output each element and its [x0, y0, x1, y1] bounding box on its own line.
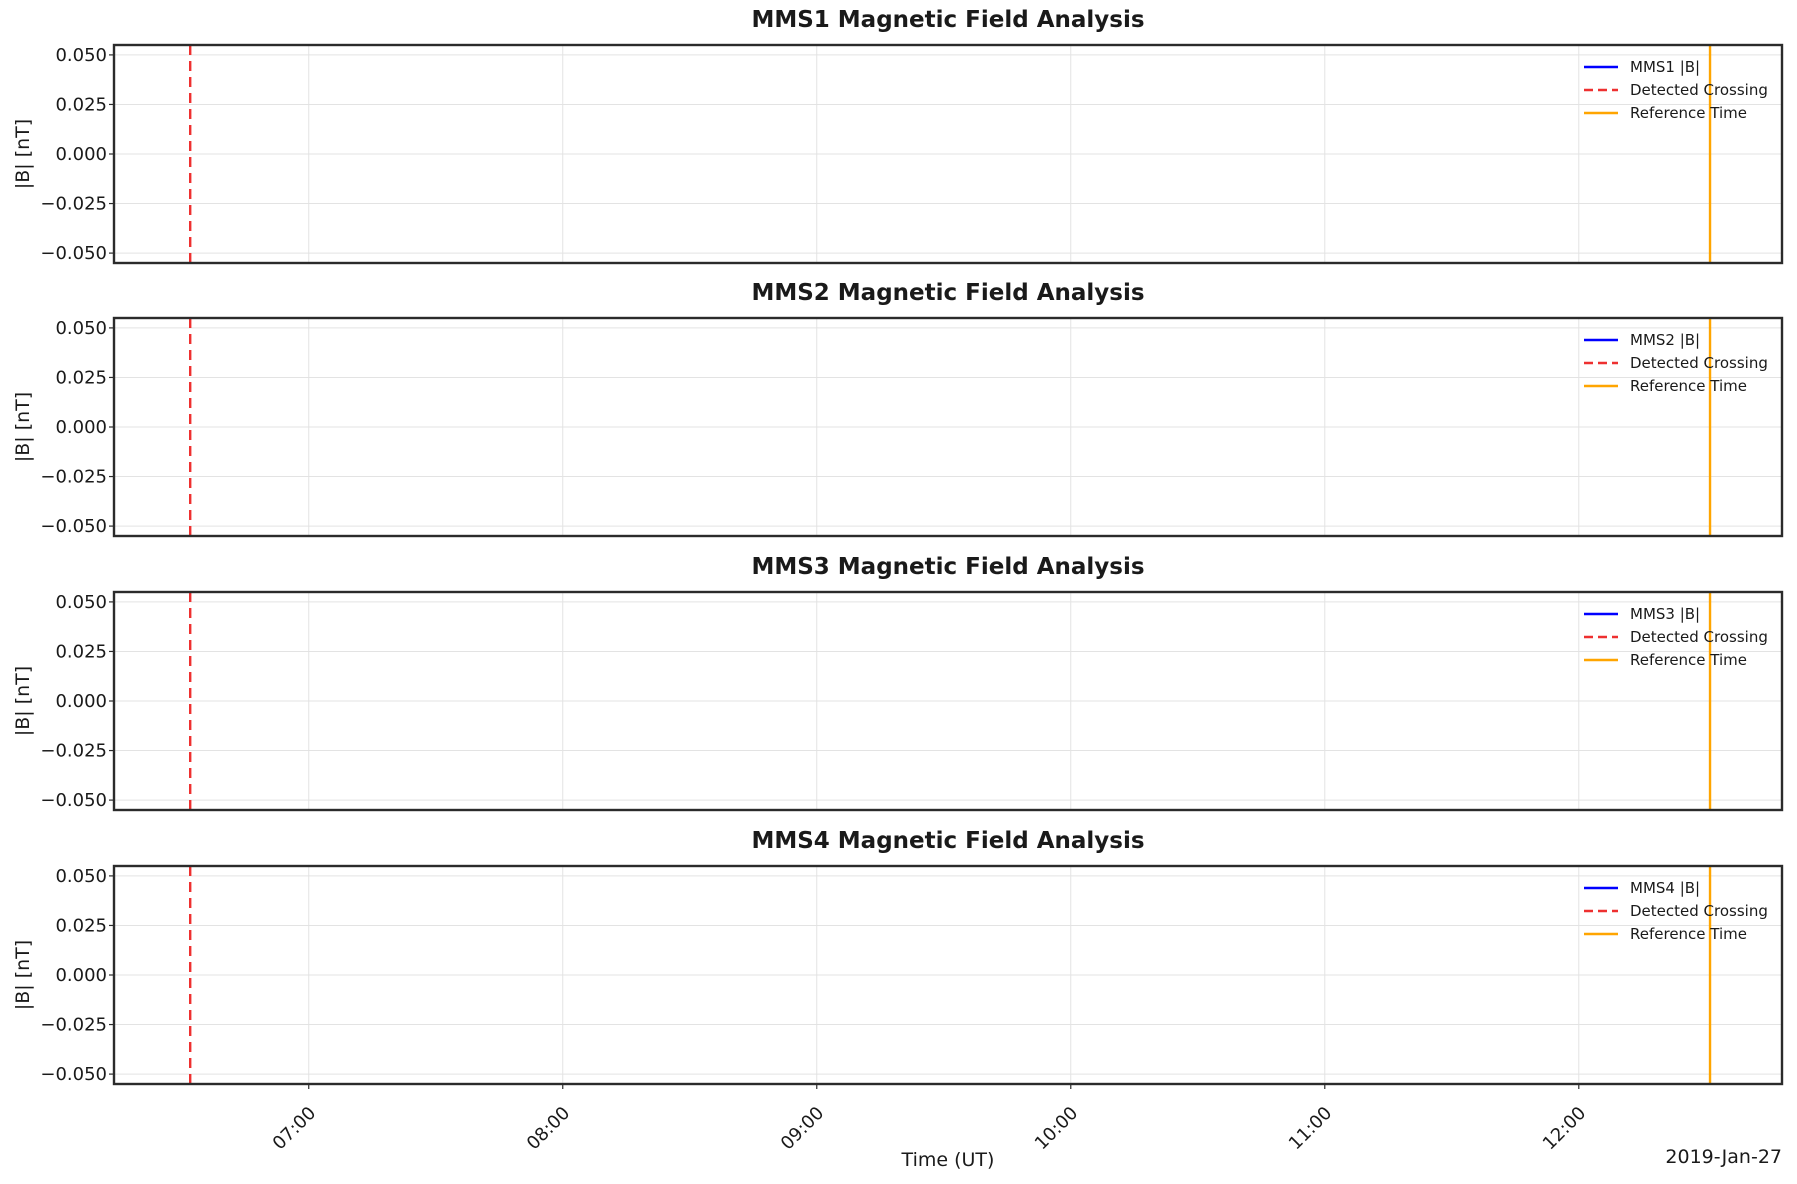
- legend-label: Reference Time: [1630, 377, 1747, 395]
- y-tick-label: −0.025: [40, 1015, 107, 1036]
- y-tick-label: 0.025: [55, 641, 107, 662]
- y-tick-label: 0.050: [55, 592, 107, 613]
- axes-frame: [112, 316, 1784, 538]
- panel-title: MMS1 Magnetic Field Analysis: [751, 7, 1144, 33]
- y-tick-label: 0.000: [55, 417, 107, 438]
- y-tick-label: −0.025: [40, 467, 107, 488]
- x-tick-label: 07:00: [269, 1103, 321, 1155]
- y-axis-label: |B| [nT]: [12, 119, 34, 189]
- y-tick-label: 0.025: [55, 94, 107, 115]
- y-tick-label: 0.050: [55, 45, 107, 66]
- legend-label: Detected Crossing: [1630, 628, 1768, 646]
- legend-label: Reference Time: [1630, 925, 1747, 943]
- x-tick-label: 08:00: [523, 1103, 575, 1155]
- y-tick-label: −0.025: [40, 194, 107, 215]
- y-tick-label: −0.050: [40, 790, 107, 811]
- y-tick-label: 0.050: [55, 318, 107, 339]
- panel-title: MMS2 Magnetic Field Analysis: [751, 280, 1144, 306]
- x-axis-label: Time (UT): [901, 1149, 995, 1171]
- x-tick-label: 10:00: [1031, 1103, 1083, 1155]
- y-tick-label: 0.025: [55, 367, 107, 388]
- y-tick-label: −0.050: [40, 243, 107, 264]
- legend-label: MMS3 |B|: [1630, 605, 1700, 623]
- panel-title: MMS4 Magnetic Field Analysis: [751, 828, 1144, 854]
- legend-label: Detected Crossing: [1630, 902, 1768, 920]
- legend-label: MMS4 |B|: [1630, 879, 1700, 897]
- y-tick-label: 0.025: [55, 915, 107, 936]
- legend-label: MMS1 |B|: [1630, 58, 1700, 76]
- y-tick-label: 0.050: [55, 866, 107, 887]
- y-tick-label: 0.000: [55, 691, 107, 712]
- legend-label: Reference Time: [1630, 104, 1747, 122]
- axes-frame: [112, 43, 1784, 265]
- date-label: 2019-Jan-27: [1665, 1146, 1782, 1168]
- y-axis-label: |B| [nT]: [12, 666, 34, 736]
- y-axis-label: |B| [nT]: [12, 940, 34, 1010]
- y-tick-label: −0.025: [40, 741, 107, 762]
- legend-label: Reference Time: [1630, 651, 1747, 669]
- x-tick-label: 09:00: [777, 1103, 829, 1155]
- y-axis-label: |B| [nT]: [12, 392, 34, 462]
- panel-title: MMS3 Magnetic Field Analysis: [751, 554, 1144, 580]
- legend-label: MMS2 |B|: [1630, 331, 1700, 349]
- axes-frame: [112, 864, 1784, 1086]
- legend-label: Detected Crossing: [1630, 354, 1768, 372]
- y-tick-label: −0.050: [40, 1064, 107, 1085]
- y-tick-label: 0.000: [55, 965, 107, 986]
- axes-frame: [112, 590, 1784, 812]
- y-tick-label: −0.050: [40, 516, 107, 537]
- y-tick-label: 0.000: [55, 144, 107, 165]
- x-tick-label: 11:00: [1285, 1103, 1337, 1155]
- legend-label: Detected Crossing: [1630, 81, 1768, 99]
- x-tick-label: 12:00: [1539, 1103, 1591, 1155]
